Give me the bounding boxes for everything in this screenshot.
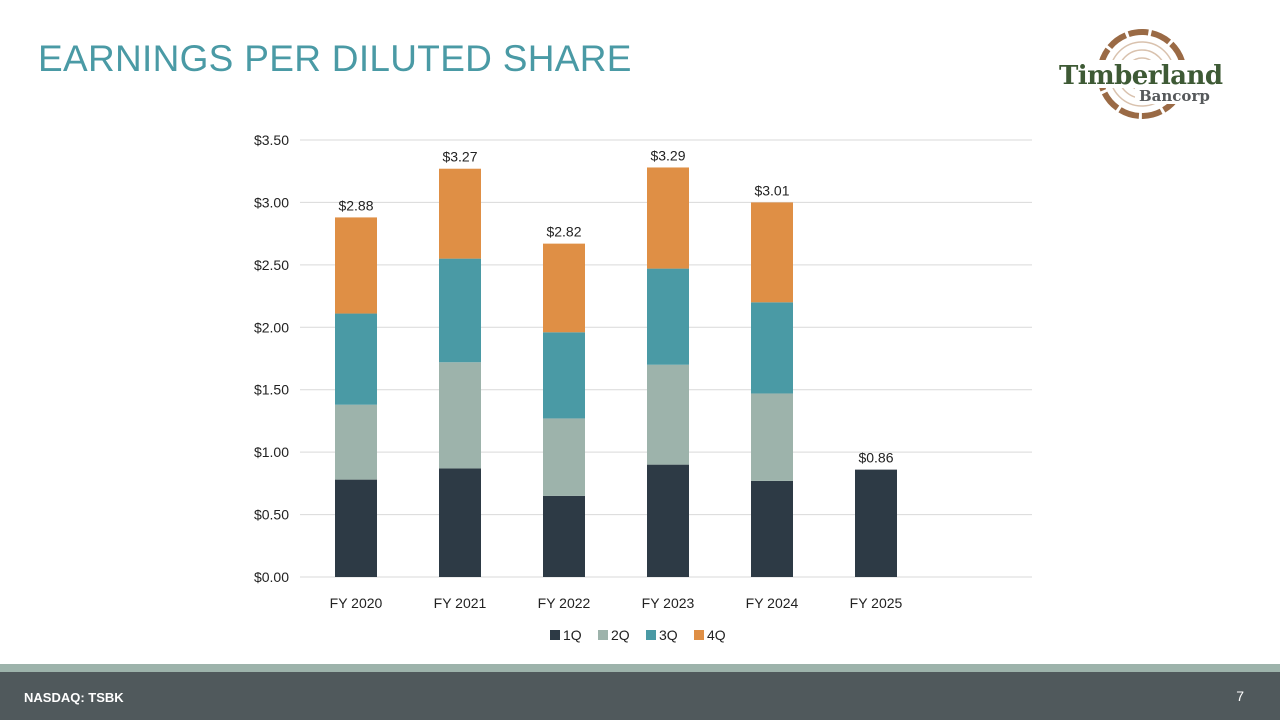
- total-data-label: $3.27: [442, 149, 477, 165]
- legend-swatch-3q: [646, 630, 656, 640]
- bar-segment-4q: [647, 167, 689, 269]
- y-tick-label: $1.00: [254, 444, 289, 460]
- bar-segment-4q: [335, 217, 377, 314]
- y-tick-label: $0.00: [254, 569, 289, 585]
- bar-segment-1q: [439, 468, 481, 577]
- bar-segment-1q: [647, 464, 689, 577]
- bar-segment-4q: [751, 202, 793, 303]
- legend-label: 3Q: [659, 627, 678, 643]
- y-tick-label: $1.50: [254, 382, 289, 398]
- x-tick-label: FY 2023: [642, 595, 695, 611]
- legend-swatch-4q: [694, 630, 704, 640]
- footer-band: [0, 664, 1280, 672]
- bar-segment-1q: [335, 479, 377, 577]
- x-tick-label: FY 2024: [746, 595, 799, 611]
- bar-segment-3q: [439, 258, 481, 363]
- bar-segment-1q: [543, 495, 585, 577]
- bar-segment-2q: [335, 404, 377, 480]
- bar-segment-4q: [543, 243, 585, 333]
- bar-segment-2q: [543, 418, 585, 496]
- svg-text:Timberland: Timberland: [1059, 61, 1223, 91]
- legend-swatch-2q: [598, 630, 608, 640]
- bar-segment-2q: [751, 393, 793, 481]
- y-tick-label: $2.50: [254, 257, 289, 273]
- svg-text:Bancorp: Bancorp: [1139, 87, 1210, 105]
- y-tick-label: $2.00: [254, 319, 289, 335]
- bar-segment-2q: [439, 362, 481, 469]
- legend-label: 1Q: [563, 627, 582, 643]
- footer: NASDAQ: TSBK 7: [0, 672, 1280, 720]
- bar-segment-3q: [647, 268, 689, 365]
- y-tick-label: $3.50: [254, 132, 289, 148]
- eps-stacked-bar-chart: $0.00 $0.50 $1.00 $1.50 $2.00 $2.50 $3.00 $3.50…: [254, 132, 1032, 643]
- total-data-label: $3.29: [650, 147, 685, 163]
- legend-swatch-1q: [550, 630, 560, 640]
- legend-label: 4Q: [707, 627, 726, 643]
- total-data-label: $0.86: [858, 450, 893, 466]
- bar-segment-4q: [439, 168, 481, 259]
- bar-segment-3q: [751, 302, 793, 394]
- bar-segment-3q: [543, 332, 585, 419]
- x-tick-label: FY 2025: [850, 595, 903, 611]
- bar-segment-1q: [751, 480, 793, 577]
- x-tick-label: FY 2022: [538, 595, 591, 611]
- company-logo: Timberland Bancorp: [1055, 28, 1230, 124]
- x-tick-label: FY 2020: [330, 595, 383, 611]
- y-tick-label: $3.00: [254, 194, 289, 210]
- legend-label: 2Q: [611, 627, 630, 643]
- total-data-label: $2.88: [338, 197, 373, 213]
- bar-segment-3q: [335, 313, 377, 405]
- ticker-label: NASDAQ: TSBK: [24, 690, 124, 705]
- page-title: EARNINGS PER DILUTED SHARE: [38, 38, 632, 79]
- bar-segment-2q: [647, 364, 689, 465]
- bar-segment-1q: [855, 469, 897, 577]
- x-tick-label: FY 2021: [434, 595, 487, 611]
- y-tick-label: $0.50: [254, 507, 289, 523]
- total-data-label: $3.01: [754, 182, 789, 198]
- total-data-label: $2.82: [546, 224, 581, 240]
- page-number: 7: [1236, 688, 1244, 704]
